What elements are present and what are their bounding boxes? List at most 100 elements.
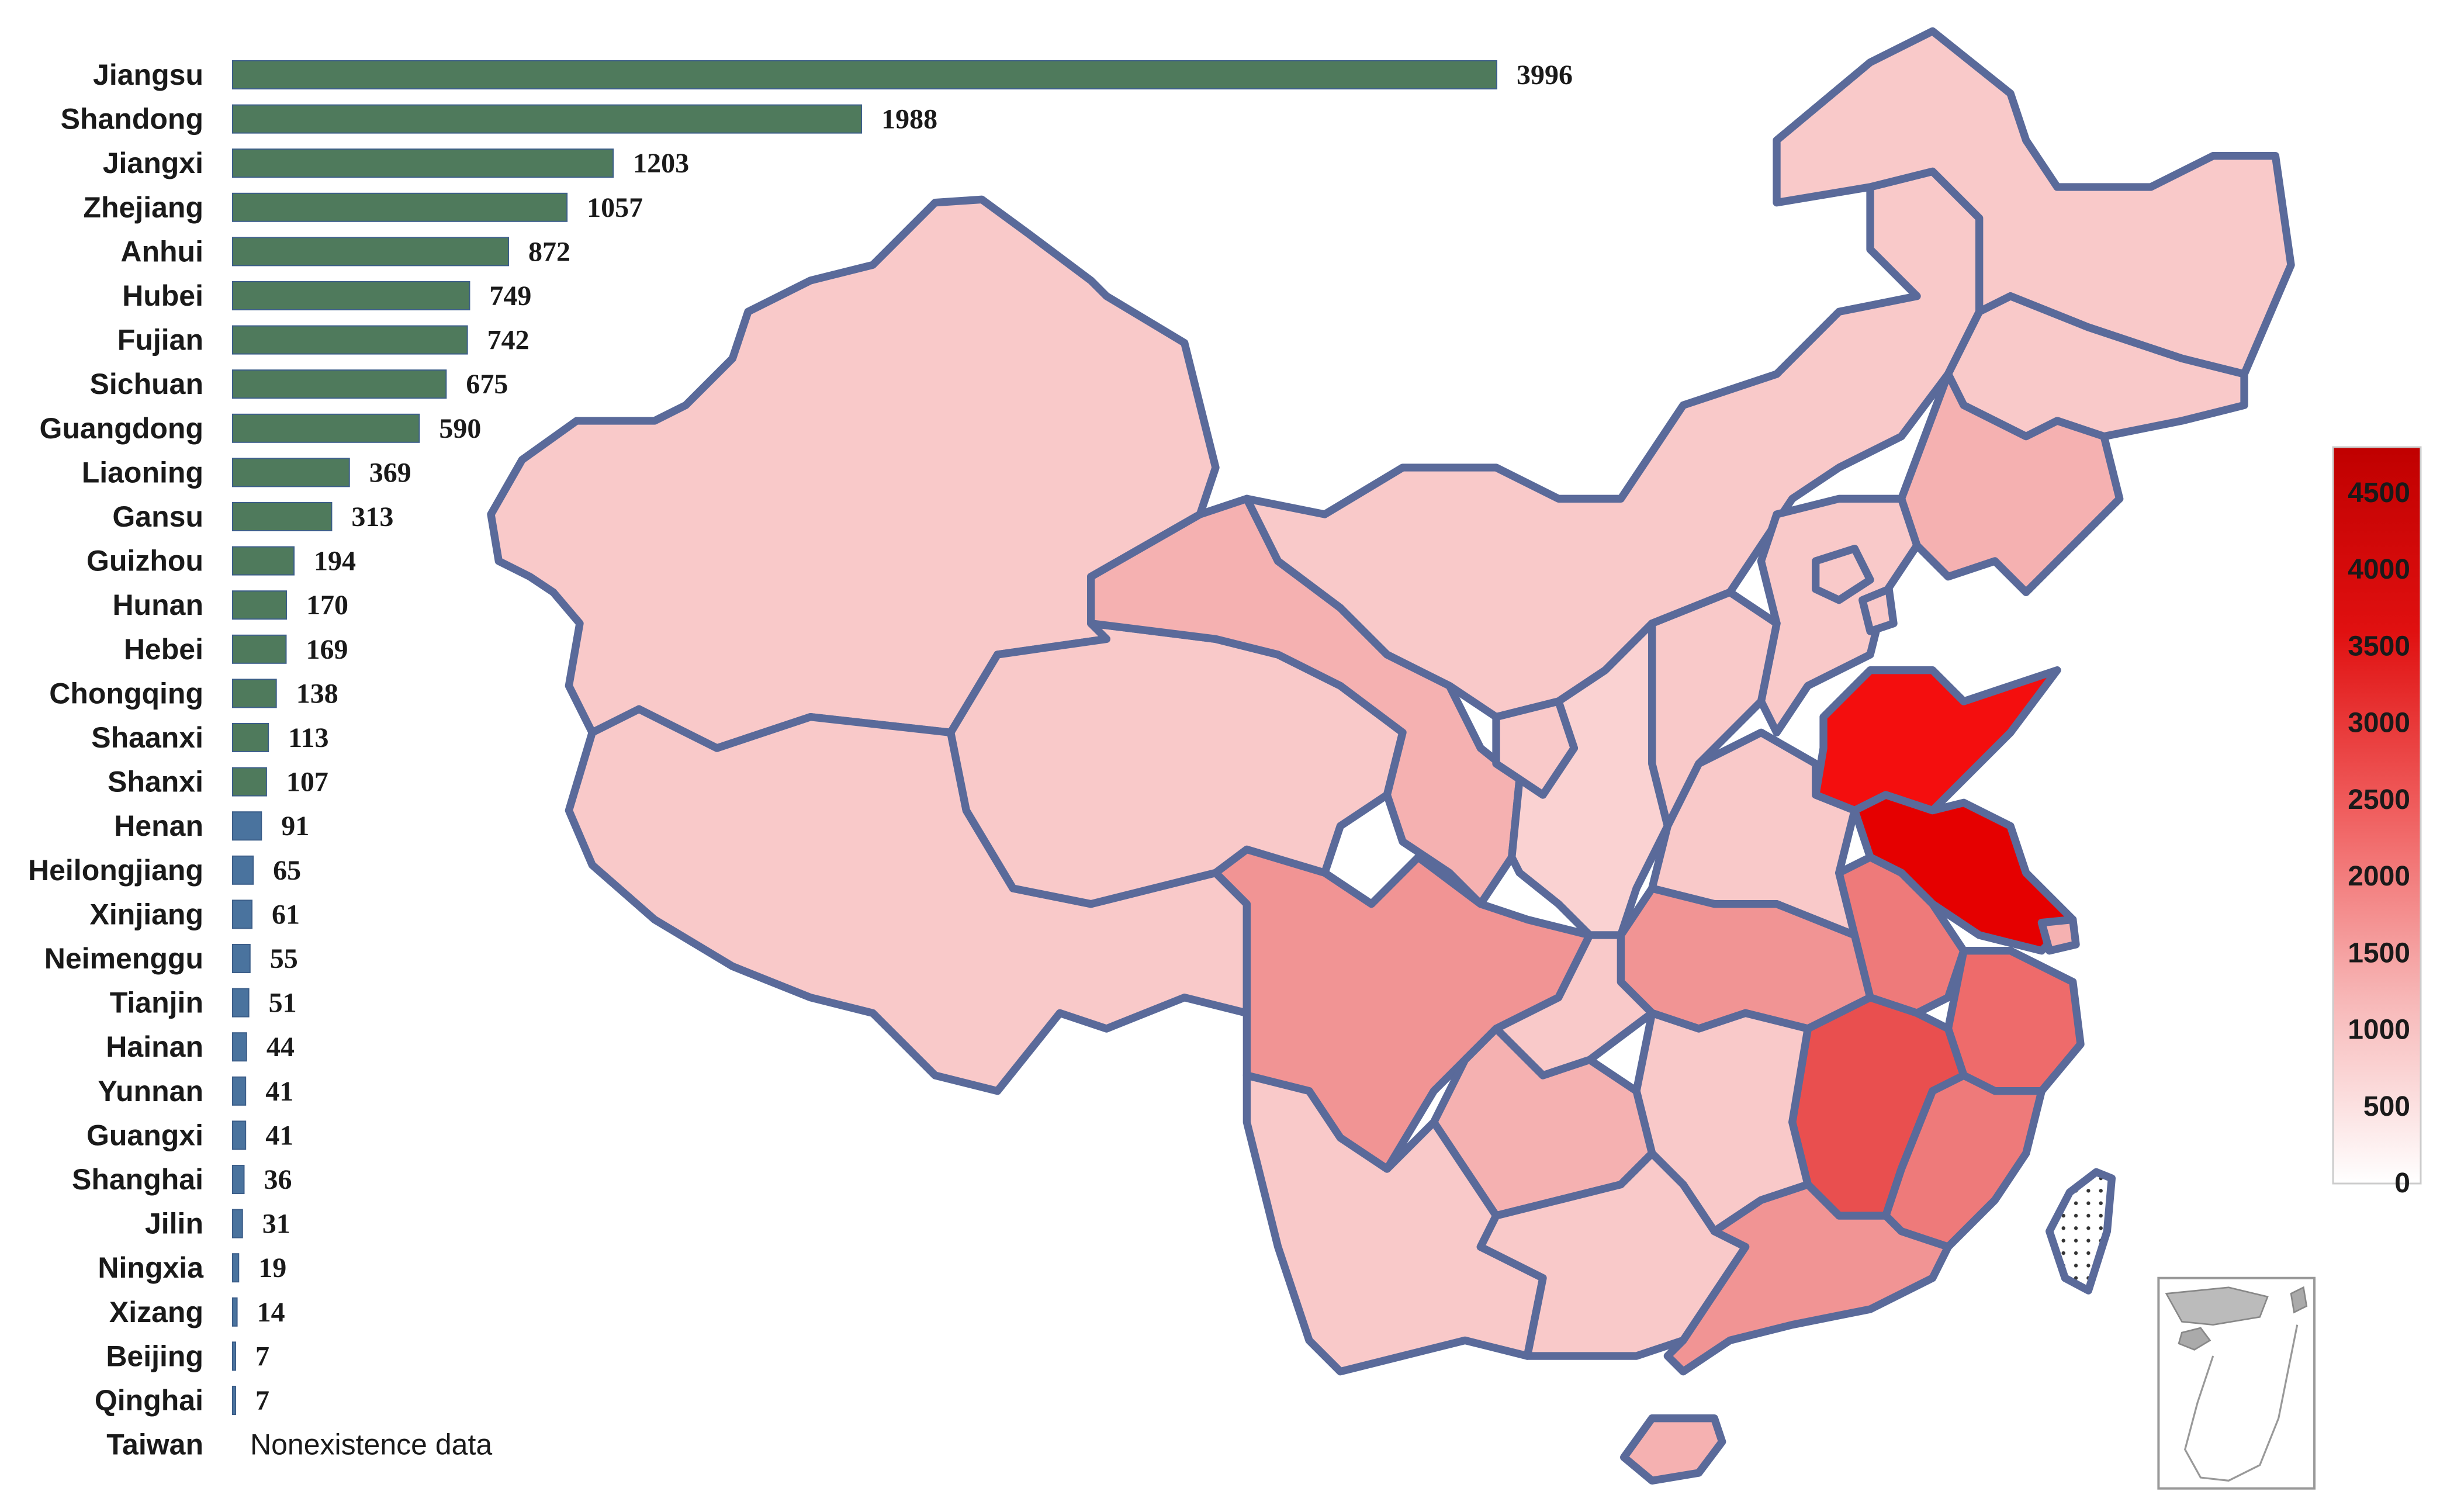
province-zhejiang bbox=[1944, 947, 2085, 1095]
value-label: 44 bbox=[267, 1032, 295, 1063]
south-china-sea-inset-icon bbox=[2157, 1276, 2316, 1490]
category-label: Liaoning bbox=[82, 456, 203, 489]
value-label: 41 bbox=[265, 1076, 293, 1107]
category-label: Guangdong bbox=[40, 412, 204, 445]
province-shandong bbox=[1812, 666, 2061, 815]
value-label: 169 bbox=[306, 634, 348, 665]
category-label: Chongqing bbox=[49, 677, 203, 710]
value-label: 7 bbox=[255, 1385, 269, 1416]
bar bbox=[232, 458, 350, 487]
bar bbox=[232, 413, 420, 443]
legend-tick-label: 4500 bbox=[2348, 478, 2410, 508]
value-label: 55 bbox=[270, 943, 298, 974]
legend-tick-label: 2000 bbox=[2348, 861, 2410, 892]
category-label: Jiangxi bbox=[103, 147, 203, 179]
province-xizang bbox=[565, 705, 1251, 1095]
legend-tick-label: 4000 bbox=[2348, 554, 2410, 585]
value-label: 194 bbox=[314, 546, 356, 577]
value-label: 1203 bbox=[633, 148, 689, 179]
bar bbox=[232, 723, 269, 752]
category-label: Heilongjiang bbox=[28, 854, 203, 887]
category-label: Hunan bbox=[112, 589, 203, 621]
bar bbox=[232, 369, 447, 399]
value-label: 138 bbox=[296, 678, 338, 709]
legend-tick-label: 3500 bbox=[2348, 631, 2410, 662]
bar bbox=[232, 325, 468, 355]
bar bbox=[232, 1341, 236, 1371]
bar bbox=[232, 60, 1497, 89]
category-label: Hainan bbox=[106, 1030, 203, 1063]
category-label: Shaanxi bbox=[91, 721, 203, 754]
value-label: 872 bbox=[528, 236, 570, 267]
bar bbox=[232, 811, 262, 841]
value-label: 31 bbox=[262, 1209, 290, 1240]
bar bbox=[232, 104, 863, 134]
province-hainan bbox=[1620, 1414, 1726, 1485]
value-label: 51 bbox=[269, 988, 297, 1019]
bar bbox=[232, 590, 288, 620]
legend-tick-label: 3000 bbox=[2348, 708, 2410, 739]
legend-tick-label: 1000 bbox=[2348, 1015, 2410, 1046]
value-label: 91 bbox=[281, 811, 309, 842]
value-label: 41 bbox=[265, 1120, 293, 1151]
category-label: Shandong bbox=[61, 103, 203, 136]
category-label: Hebei bbox=[124, 633, 203, 666]
legend-tick-label: 2500 bbox=[2348, 784, 2410, 815]
category-label: Henan bbox=[114, 809, 203, 842]
bar bbox=[232, 988, 250, 1018]
bar bbox=[232, 767, 267, 797]
bar-chart: Jiangsu 3996 Shandong 1988 Jiangxi 1203 Zhejia… bbox=[28, 58, 1573, 1461]
bar bbox=[232, 1297, 238, 1327]
value-label: 1057 bbox=[587, 192, 643, 223]
category-label: Beijing bbox=[106, 1340, 203, 1372]
legend-tick-label: 0 bbox=[2394, 1168, 2410, 1199]
value-label: 749 bbox=[489, 281, 531, 312]
category-label: Jiangsu bbox=[93, 58, 203, 91]
province-tianjin bbox=[1858, 585, 1898, 635]
category-label: Xizang bbox=[109, 1296, 203, 1328]
bar bbox=[232, 944, 251, 973]
value-label: 1988 bbox=[881, 104, 937, 135]
value-label: 14 bbox=[257, 1297, 285, 1328]
category-label: Shanxi bbox=[108, 766, 203, 798]
bar bbox=[232, 1076, 247, 1106]
value-label: 61 bbox=[272, 899, 300, 930]
province-ningxia bbox=[1492, 697, 1579, 799]
category-label: Sichuan bbox=[90, 368, 203, 400]
bar bbox=[232, 281, 470, 310]
value-label: 742 bbox=[487, 325, 529, 356]
bar bbox=[232, 1032, 247, 1062]
province-fujian bbox=[1882, 1071, 2046, 1251]
category-label: Yunnan bbox=[98, 1075, 203, 1108]
value-label: 369 bbox=[369, 457, 411, 488]
bar bbox=[232, 546, 295, 576]
category-label: Gansu bbox=[112, 500, 203, 533]
province-beijing bbox=[1812, 545, 1874, 604]
category-label: Hubei bbox=[122, 279, 203, 312]
bar bbox=[232, 1386, 236, 1415]
bar bbox=[232, 1165, 245, 1194]
value-label: 65 bbox=[273, 855, 301, 886]
province-shanghai bbox=[2037, 915, 2080, 955]
category-label: Xinjiang bbox=[90, 898, 203, 930]
bar bbox=[232, 1209, 243, 1238]
category-label: Fujian bbox=[117, 324, 203, 357]
bar bbox=[232, 1253, 240, 1283]
bar bbox=[232, 899, 253, 929]
value-label: 675 bbox=[466, 369, 508, 400]
province-hebei bbox=[1757, 494, 1921, 737]
province-xinjiang bbox=[487, 195, 1220, 752]
bar bbox=[232, 192, 568, 222]
value-label: 3996 bbox=[1517, 60, 1573, 91]
category-label: Tianjin bbox=[110, 987, 203, 1019]
bar bbox=[232, 237, 510, 267]
bar bbox=[232, 679, 277, 708]
bar bbox=[232, 1120, 247, 1150]
legend-tick-label: 500 bbox=[2363, 1091, 2410, 1122]
value-label: 313 bbox=[351, 501, 393, 532]
category-label: Jilin bbox=[145, 1207, 203, 1240]
category-label: Taiwan bbox=[106, 1428, 203, 1461]
china-map bbox=[487, 27, 2316, 1490]
